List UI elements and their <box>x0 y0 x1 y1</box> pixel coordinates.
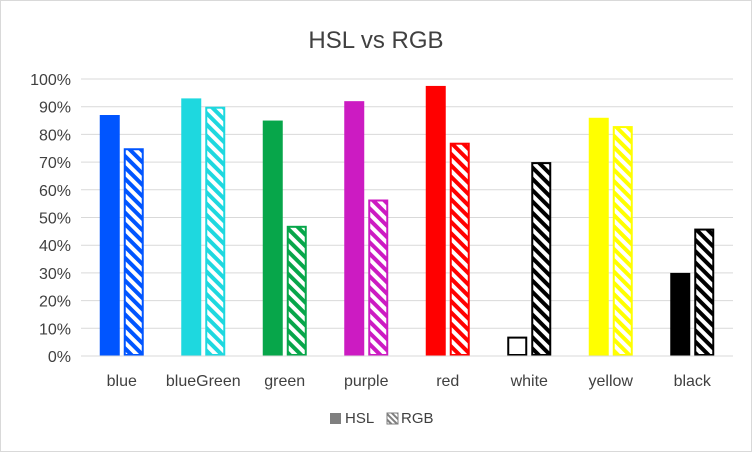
bar-rgb-black <box>694 228 715 356</box>
y-tick-label: 50% <box>39 211 71 228</box>
bar-rgb-yellow <box>612 126 633 356</box>
y-tick-label: 80% <box>39 127 71 144</box>
bar-hsl-purple <box>344 101 365 356</box>
bar-rgb-blueGreen <box>205 106 226 356</box>
x-tick-label: blueGreen <box>166 373 241 390</box>
legend-swatch-rgb <box>386 412 399 425</box>
bar-hsl-black <box>670 272 691 356</box>
y-tick-label: 60% <box>39 183 71 200</box>
x-tick-label: green <box>264 373 305 390</box>
bar-rgb-white <box>531 162 552 356</box>
y-tick-label: 10% <box>39 321 71 338</box>
bars <box>99 85 715 357</box>
y-tick-label: 40% <box>39 238 71 255</box>
bar-hsl-blueGreen <box>181 98 202 356</box>
bar-hsl-red <box>425 85 446 357</box>
x-tick-label: purple <box>344 373 389 390</box>
x-tick-label: yellow <box>589 373 634 390</box>
y-tick-label: 70% <box>39 155 71 172</box>
gridlines <box>81 78 733 329</box>
x-axis-labels: blue blueGreen green purple red white yellow bl… <box>107 373 712 390</box>
y-tick-label: 100% <box>30 72 71 89</box>
y-tick-label: 20% <box>39 294 71 311</box>
legend-label-hsl: HSL <box>345 410 374 427</box>
x-tick-label: red <box>436 373 459 390</box>
y-tick-label: 30% <box>39 266 71 283</box>
x-tick-label: blue <box>107 373 137 390</box>
y-tick-label: 90% <box>39 100 71 117</box>
bar-rgb-blue <box>123 148 144 356</box>
x-tick-label: black <box>674 373 712 390</box>
bar-rgb-purple <box>368 199 389 356</box>
y-axis-ticks: 0% 10% 20% 30% 40% 50% 60% 70% 80% 90% 100% <box>30 72 71 366</box>
bar-hsl-green <box>262 120 283 356</box>
bar-hsl-yellow <box>588 117 609 356</box>
bar-hsl-white <box>507 336 528 356</box>
bar-hsl-blue <box>99 115 120 356</box>
legend-swatch-hsl <box>330 413 341 424</box>
bar-rgb-red <box>449 142 470 356</box>
bar-rgb-green <box>286 225 307 356</box>
chart-title: HSL vs RGB <box>308 27 443 54</box>
y-tick-label: 0% <box>48 349 71 366</box>
legend: HSL RGB <box>330 410 434 427</box>
x-tick-label: white <box>510 373 548 390</box>
legend-label-rgb: RGB <box>401 410 434 427</box>
